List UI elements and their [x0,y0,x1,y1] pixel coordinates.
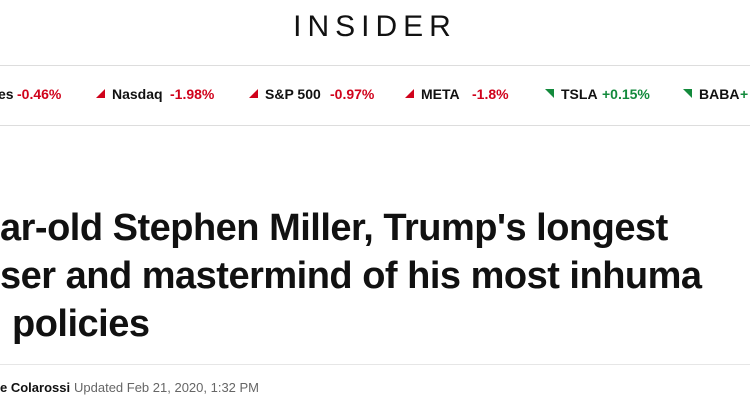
ticker-name[interactable]: S&P 500 [265,86,321,102]
ticker-change: -0.97% [330,86,375,102]
ticker-change: -1.98% [170,86,215,102]
ticker-name[interactable]: META [421,86,460,102]
site-logo[interactable]: INSIDER [293,10,457,43]
trend-arrow [545,89,554,98]
trend-arrow [405,89,414,98]
ticker-change: -0.46% [17,86,62,102]
trend-arrow [249,89,258,98]
headline-line: ser and mastermind of his most inhuma [0,255,702,297]
trend-arrow [683,89,692,98]
headline-line: policies [12,303,150,345]
ticker-change: + [740,86,749,102]
updated-date: Updated Feb 21, 2020, 1:32 PM [74,380,260,395]
trend-arrow [96,89,105,98]
divider [0,65,750,66]
author[interactable]: e Colarossi [0,380,71,395]
ticker-change: -1.8% [472,86,509,102]
ticker-name[interactable]: Nasdaq [112,86,163,102]
ticker-name[interactable]: TSLA [561,86,598,102]
ticker-name[interactable]: BABA [699,86,740,102]
ticker-change: +0.15% [602,86,650,102]
divider [0,364,750,365]
divider [0,125,750,126]
headline-line: ar-old Stephen Miller, Trump's longest [0,207,668,249]
ticker-name[interactable]: es [0,86,14,102]
